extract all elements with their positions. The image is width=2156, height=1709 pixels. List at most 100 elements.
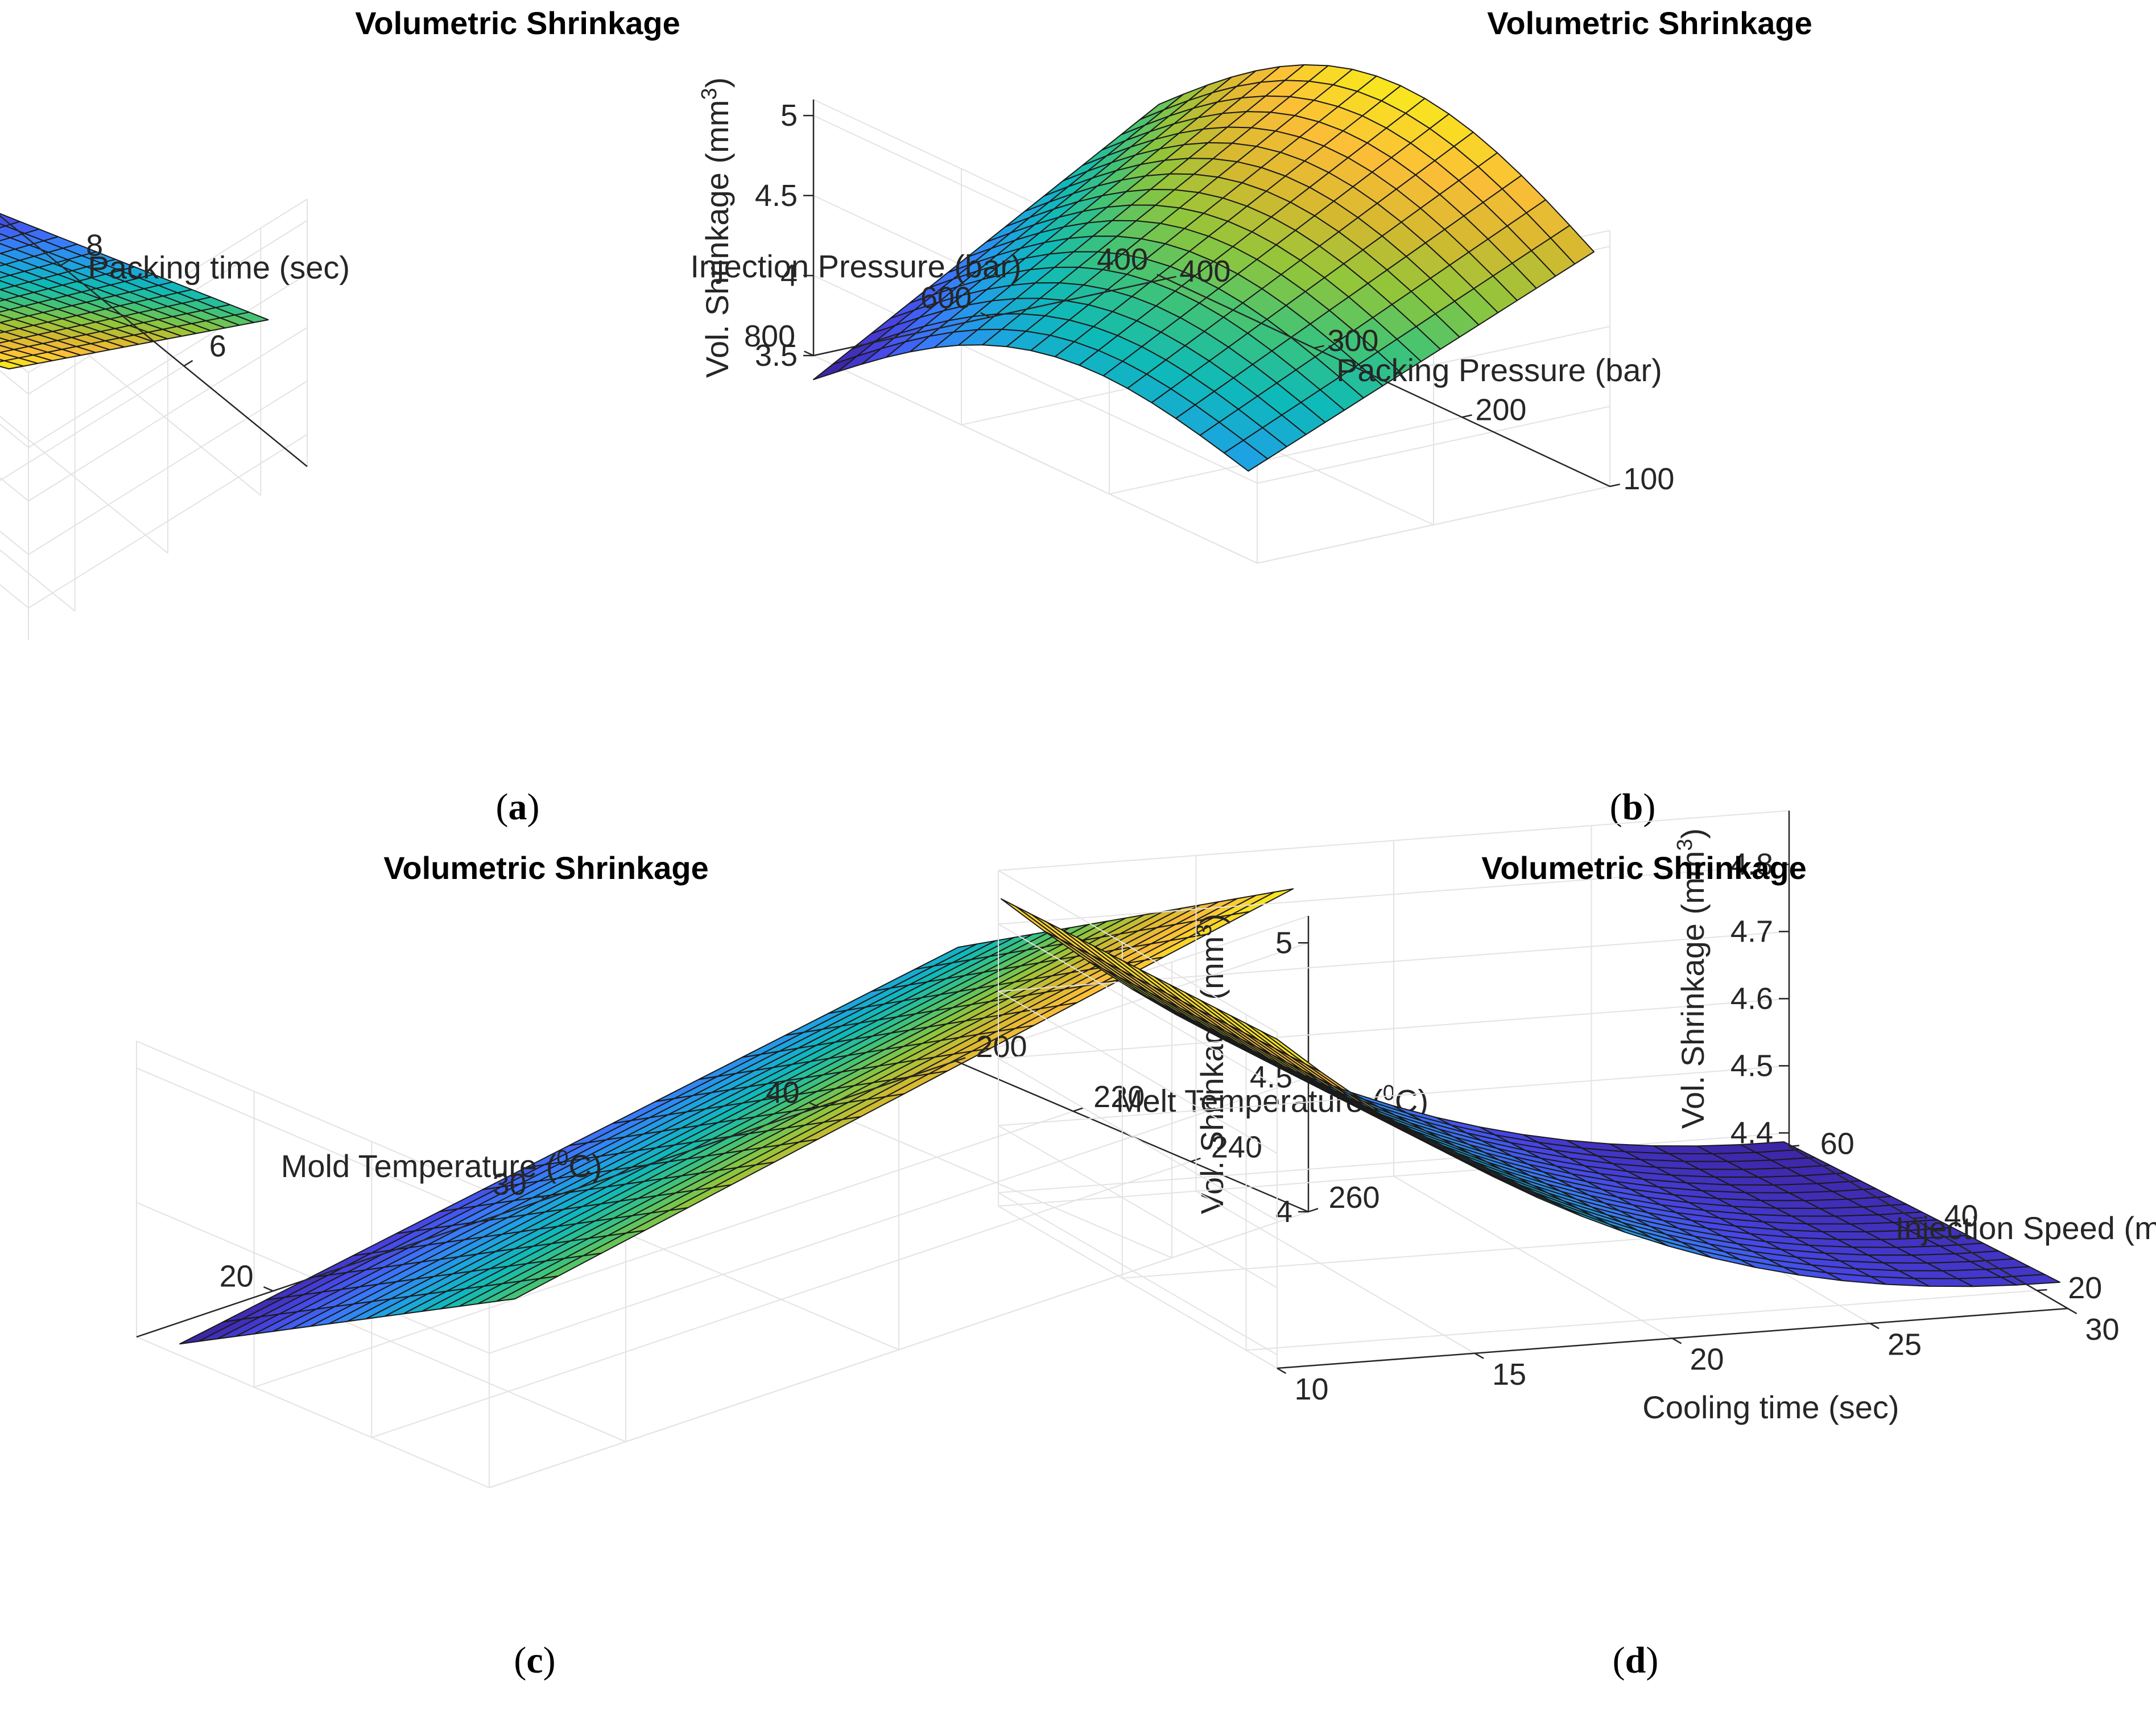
- gridline: [1257, 486, 1610, 564]
- x-tick-label: 20: [220, 1260, 254, 1294]
- z-axis-label: Vol. Shrinkage (mm3): [1192, 914, 1230, 1214]
- gridline: [998, 870, 1278, 1033]
- surface-patch: [179, 1319, 242, 1345]
- x-tick-label: 40: [766, 1075, 800, 1109]
- x-tick-label: 300: [1327, 324, 1378, 358]
- x-tick-mark: [2067, 1307, 2077, 1315]
- surface: [0, 213, 269, 370]
- z-tick-label: 4: [1275, 1195, 1292, 1229]
- z-tick-label: 3.5: [755, 339, 798, 373]
- z-tick-label: 4.7: [1730, 914, 1773, 948]
- x-tick-mark: [183, 360, 193, 367]
- x-axis-label: Mold Temperature (0C): [281, 1146, 602, 1184]
- surface: [1000, 898, 2061, 1287]
- x-axis-line: [1166, 278, 1610, 488]
- chart-title: Volumetric Shrinkage: [383, 850, 709, 886]
- z-axis-label: Vol. Shrinkage (mm3): [1673, 828, 1711, 1129]
- x-tick-label: 200: [1475, 393, 1526, 427]
- panel-label: (d): [1613, 1640, 1659, 1681]
- gridline: [136, 1067, 490, 1220]
- gridline: [998, 1132, 1790, 1194]
- gridline: [136, 1041, 490, 1192]
- x-tick-mark: [263, 1286, 274, 1292]
- gridline: [371, 1161, 1191, 1438]
- x-tick-label: 8: [86, 229, 103, 263]
- gridline: [0, 365, 184, 481]
- x-tick-mark: [1609, 483, 1620, 488]
- gridline: [998, 1065, 1790, 1126]
- y-tick-label: 40: [1944, 1199, 1978, 1233]
- x-tick-mark: [809, 1102, 820, 1108]
- z-tick-label: 5: [1275, 926, 1292, 960]
- x-axis-line: [0, 215, 308, 467]
- gridline: [813, 355, 1258, 564]
- surface: [813, 64, 1595, 472]
- gridline: [998, 990, 1278, 1154]
- x-axis-label: Packing time (sec): [88, 249, 350, 285]
- x-tick-mark: [1474, 1352, 1484, 1359]
- axis-labels: Cooling time (sec) Injection Speed (mm/se…: [1642, 828, 2156, 1425]
- y-tick-mark: [1157, 274, 1167, 280]
- z-tick-label: 4.5: [755, 179, 798, 213]
- x-tick-label: 100: [1623, 462, 1674, 496]
- surface-patch: [1223, 440, 1269, 472]
- surface-patch: [1913, 1278, 1974, 1287]
- gridline: [1393, 1175, 1673, 1339]
- y-tick-label: 800: [744, 319, 795, 353]
- x-tick-mark: [1461, 414, 1472, 418]
- z-tick-label: 4.6: [1730, 981, 1773, 1016]
- tick-labels: 10 15 20 25 30 20 40 60 4.4 4.5 4.6 4.7 4.8: [1294, 847, 2119, 1406]
- x-tick-mark: [1314, 345, 1324, 349]
- surface-patch: [813, 356, 858, 381]
- x-axis-label: Cooling time (sec): [1642, 1389, 1899, 1425]
- z-tick-label: 4.5: [1730, 1048, 1773, 1083]
- gridline: [28, 327, 308, 502]
- z-tick-label: 5: [780, 98, 798, 133]
- x-tick-mark: [1277, 1367, 1287, 1374]
- z-tick-label: 4.8: [1730, 847, 1773, 881]
- gridline: [998, 810, 1790, 871]
- x-tick-label: 15: [1492, 1357, 1526, 1392]
- x-tick-mark: [1166, 275, 1176, 280]
- x-tick-label: 25: [1887, 1327, 1922, 1361]
- x-tick-label: 20: [1690, 1343, 1724, 1377]
- gridline: [489, 1076, 1309, 1354]
- panel-label: (c): [514, 1640, 555, 1681]
- gridline: [998, 1125, 1278, 1289]
- y-tick-mark: [955, 1057, 966, 1062]
- y-tick-label: 60: [1820, 1127, 1855, 1161]
- gridline: [998, 998, 1790, 1059]
- x-tick-label: 30: [2085, 1312, 2119, 1347]
- x-tick-mark: [60, 259, 70, 266]
- gridline: [0, 549, 76, 612]
- gridline: [1195, 1190, 1476, 1354]
- z-tick-label: 4: [780, 258, 798, 292]
- x-tick-mark: [536, 1194, 547, 1200]
- gridline: [28, 273, 308, 448]
- x-tick-mark: [1869, 1323, 1880, 1330]
- gridline: [998, 1058, 1278, 1221]
- y-tick-label: 600: [920, 280, 972, 315]
- axes: [1277, 811, 2077, 1374]
- y-axis-label: Injection Pressure (bar): [691, 248, 1022, 284]
- gridline: [254, 1111, 1073, 1388]
- axes: [803, 100, 1620, 488]
- chart-panel-1: 681020304044.555.56Packing time (sec)Mol…: [0, 5, 680, 828]
- z-axis-label: Vol. Shrinkage (mm3): [697, 77, 735, 378]
- surface-patch: [0, 360, 24, 370]
- y-tick-mark: [1913, 1217, 1923, 1219]
- gridline: [1246, 1290, 2037, 1351]
- gridline: [998, 923, 1278, 1087]
- axis-labels: Packing Pressure (bar) Injection Pressure…: [691, 77, 1662, 388]
- y-tick-label: 240: [1211, 1130, 1262, 1165]
- gridline: [136, 1336, 490, 1488]
- y-tick-label: 220: [1093, 1080, 1145, 1114]
- y-tick-mark: [804, 350, 814, 357]
- surface-patch: [0, 337, 10, 344]
- x-tick-label: 6: [209, 329, 226, 363]
